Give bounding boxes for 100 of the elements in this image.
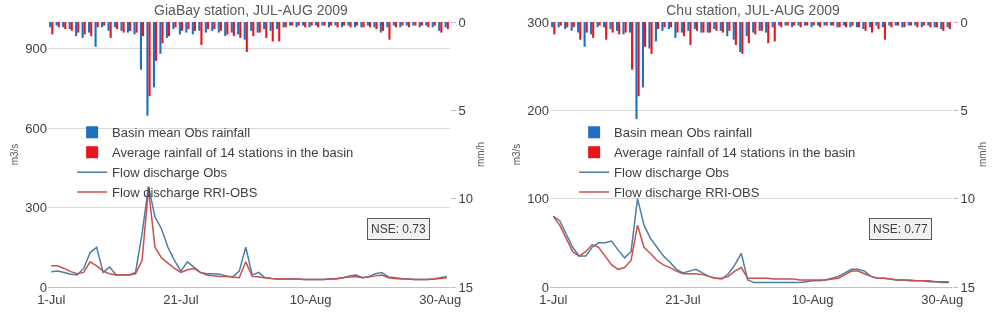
bar — [152, 22, 155, 88]
y2-axis-title: mm/h — [474, 142, 486, 167]
bar — [161, 22, 164, 44]
bar — [728, 22, 731, 31]
x-tick-label: 10-Aug — [289, 291, 332, 307]
bar — [232, 22, 235, 37]
y2-tick-label: 5 — [458, 102, 466, 118]
bar — [637, 22, 640, 97]
bar — [178, 22, 181, 35]
bar — [278, 22, 281, 42]
bar — [734, 22, 737, 45]
bar — [680, 22, 683, 33]
bar — [109, 22, 112, 38]
bar — [726, 22, 729, 37]
line-series — [552, 215, 950, 283]
y-tick-label: 200 — [527, 102, 549, 118]
bar — [75, 22, 78, 37]
bar — [881, 22, 884, 28]
bar — [767, 22, 770, 44]
bar — [868, 22, 871, 28]
bar — [180, 22, 184, 31]
bar — [650, 22, 653, 54]
bar — [765, 22, 768, 33]
y2-tick-label: 0 — [960, 14, 968, 30]
legend-label: Average rainfall of 14 stations in the basin — [614, 145, 856, 161]
bar — [644, 22, 647, 47]
bar — [276, 22, 279, 30]
bar — [88, 22, 91, 33]
bar — [94, 22, 97, 47]
y-tick-label: 300 — [25, 200, 47, 216]
bar — [139, 22, 143, 70]
y2-tick-label: 10 — [960, 191, 976, 207]
bar — [883, 22, 887, 40]
bar — [631, 22, 634, 70]
y2-tick-label: 10 — [458, 191, 474, 207]
legend-label: Flow discharge Obs — [112, 165, 228, 181]
bar — [628, 22, 632, 33]
bar — [386, 22, 389, 28]
y2-tick-label: 5 — [960, 102, 968, 118]
bar — [193, 22, 196, 31]
x-tick-label: 10-Aug — [791, 291, 834, 307]
bar — [687, 22, 690, 31]
legend-label: Flow discharge RRI-OBS — [614, 185, 760, 201]
bar — [96, 22, 99, 28]
bar — [875, 22, 878, 26]
annotation: NSE: 0.73 — [371, 222, 427, 236]
bar — [146, 22, 149, 116]
bar — [773, 22, 776, 42]
bar — [200, 22, 203, 45]
bar — [771, 22, 774, 28]
bar — [654, 22, 657, 42]
y2-axis-title: mm/h — [976, 142, 988, 167]
bar — [648, 22, 651, 49]
bar — [252, 22, 255, 37]
bar — [747, 22, 750, 44]
bar — [142, 22, 145, 37]
bar — [245, 22, 248, 53]
bar — [732, 22, 735, 40]
bar — [585, 22, 588, 33]
bar — [689, 22, 692, 45]
bar — [77, 22, 80, 33]
bar — [674, 22, 677, 38]
bar — [579, 22, 582, 40]
bar — [154, 22, 158, 61]
legend-label: Average rainfall of 14 stations in the basin — [112, 145, 354, 161]
y-tick-label: 900 — [25, 41, 47, 57]
legend-label: Flow discharge Obs — [614, 165, 730, 181]
y-tick-label: 300 — [527, 14, 549, 30]
legend-label: Basin mean Obs rainfall — [112, 125, 251, 141]
bar — [49, 22, 52, 28]
bar — [250, 22, 253, 31]
bar — [553, 22, 556, 35]
bar — [191, 22, 194, 35]
bar — [265, 22, 268, 38]
bar — [198, 22, 201, 31]
x-tick-label: 21-Jul — [163, 291, 199, 307]
bar — [263, 22, 266, 30]
bar — [388, 22, 391, 40]
bar — [577, 22, 580, 33]
bar — [877, 22, 880, 30]
y2-tick-label: 0 — [458, 14, 466, 30]
chart-title: GiaBay station, JUL-AUG 2009 — [154, 1, 349, 18]
bar — [618, 22, 621, 35]
bar — [603, 22, 606, 28]
bar — [51, 22, 54, 35]
bar — [745, 22, 748, 37]
bar — [635, 22, 638, 120]
bar — [583, 22, 586, 47]
y-tick-label: 600 — [25, 120, 47, 136]
bar — [159, 22, 162, 54]
bar — [243, 22, 246, 40]
bar — [870, 22, 874, 33]
bar — [551, 22, 554, 28]
y-axis-title: m3/s — [511, 143, 523, 166]
bar — [682, 22, 686, 37]
bar — [615, 22, 619, 31]
bar — [230, 22, 233, 33]
bar — [605, 22, 608, 40]
legend-label: Basin mean Obs rainfall — [614, 125, 753, 141]
x-tick-label: 21-Jul — [665, 291, 701, 307]
